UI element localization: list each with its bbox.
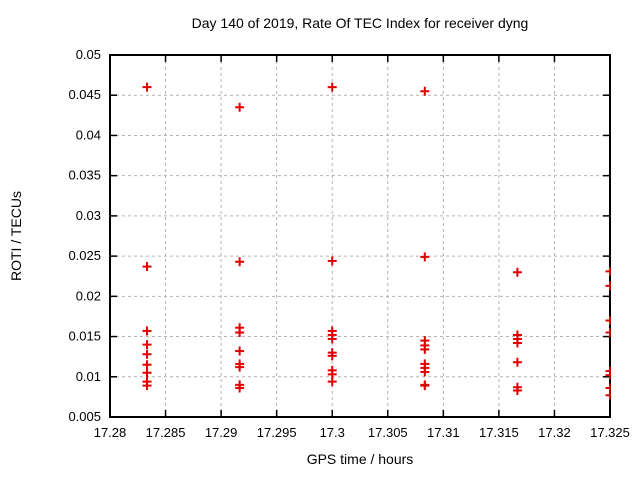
svg-text:17.305: 17.305 <box>368 425 408 440</box>
x-axis-title: GPS time / hours <box>306 451 414 467</box>
svg-text:0.05: 0.05 <box>76 47 101 62</box>
svg-text:17.285: 17.285 <box>146 425 186 440</box>
svg-text:0.03: 0.03 <box>76 208 101 223</box>
svg-text:0.025: 0.025 <box>68 248 101 263</box>
svg-text:17.315: 17.315 <box>479 425 519 440</box>
data-points <box>142 82 611 400</box>
svg-text:0.015: 0.015 <box>68 329 101 344</box>
svg-text:17.3: 17.3 <box>320 425 345 440</box>
svg-text:17.28: 17.28 <box>94 425 127 440</box>
svg-text:17.29: 17.29 <box>205 425 238 440</box>
plot-border <box>109 54 611 418</box>
svg-text:0.04: 0.04 <box>76 127 101 142</box>
svg-text:0.02: 0.02 <box>76 288 101 303</box>
svg-text:17.295: 17.295 <box>257 425 297 440</box>
svg-text:17.32: 17.32 <box>538 425 571 440</box>
x-tick-labels: 17.28 17.285 17.29 17.295 17.3 17.305 17.31 17.… <box>94 425 630 440</box>
svg-text:17.325: 17.325 <box>590 425 630 440</box>
grid-lines <box>110 55 610 417</box>
axis-ticks <box>109 54 611 418</box>
y-tick-labels: 0.005 0.01 0.015 0.02 0.025 0.03 0.035 0.04 0.04… <box>68 47 101 424</box>
svg-text:0.045: 0.045 <box>68 87 101 102</box>
svg-text:0.01: 0.01 <box>76 369 101 384</box>
svg-text:0.005: 0.005 <box>68 409 101 424</box>
chart-title: Day 140 of 2019, Rate Of TEC Index for r… <box>191 15 529 31</box>
svg-text:17.31: 17.31 <box>427 425 460 440</box>
svg-text:0.035: 0.035 <box>68 168 101 183</box>
